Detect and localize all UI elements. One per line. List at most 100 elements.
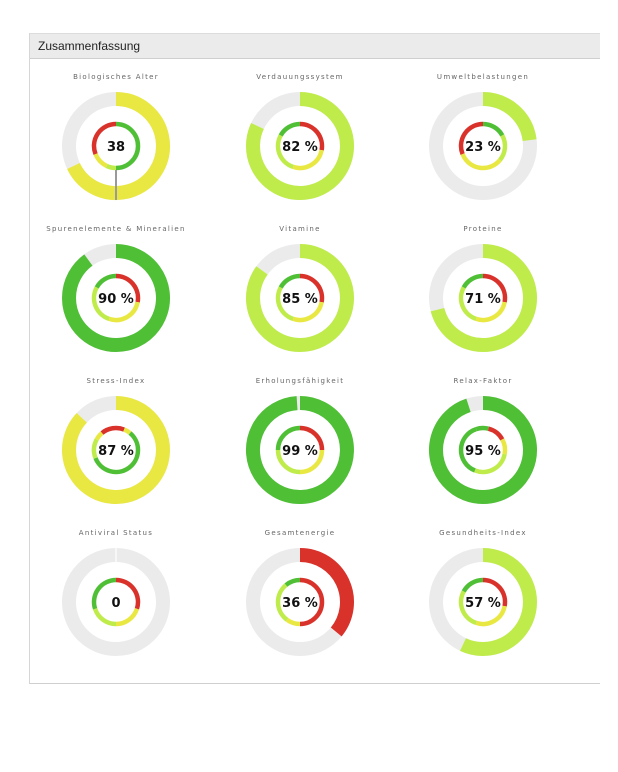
scale-segment-yellow-green	[275, 286, 295, 322]
value-arc	[246, 396, 354, 504]
gauge-umweltbelastungen: Umweltbelastungen 23 %	[393, 59, 573, 209]
gauge-title: Gesamtenergie	[264, 529, 336, 537]
gauge-chart: 85 %	[246, 244, 354, 352]
gauge-value: 99 %	[282, 444, 318, 459]
gauge-value: 0	[111, 596, 120, 611]
scale-segment-green	[278, 273, 301, 289]
scale-segment-green	[275, 425, 301, 451]
scale-segment-green	[461, 577, 484, 593]
gauge-title: Vitamine	[279, 225, 321, 233]
gauge-stress-index: Stress-Index 87 %	[26, 363, 206, 513]
scale-segment-green	[475, 425, 490, 432]
scale-segment-yellow	[292, 149, 324, 171]
scale-segment-yellow	[93, 153, 108, 168]
gauge-biologisches-alter: Biologisches Alter 38	[26, 59, 206, 209]
panel-header: Zusammenfassung	[30, 33, 600, 59]
gauge-value: 36 %	[282, 596, 318, 611]
scale-segment-red	[487, 426, 505, 441]
scale-segment-red	[299, 425, 325, 451]
scale-segment-red	[115, 273, 141, 303]
scale-segment-yellow-green	[275, 449, 301, 475]
scale-segment-red	[115, 577, 141, 610]
scale-segment-red	[91, 121, 117, 155]
scale-segment-green	[284, 577, 301, 587]
gauge-proteine: Proteine 71 %	[393, 211, 573, 361]
scale-segment-yellow	[115, 607, 140, 627]
gauge-title: Verdauungssystem	[256, 73, 344, 81]
scale-segment-red	[299, 273, 325, 303]
scale-segment-red	[482, 273, 508, 303]
gauge-value: 57 %	[465, 596, 501, 611]
scale-segment-red	[482, 577, 508, 607]
gauge-relax-faktor: Relax-Faktor 95 %	[393, 363, 573, 513]
scale-segment-yellow-green	[92, 607, 117, 627]
gauge-value: 90 %	[98, 292, 134, 307]
gauge-chart: 23 %	[429, 92, 537, 200]
gauge-value: 85 %	[282, 292, 318, 307]
gauge-vitamine: Vitamine 85 %	[210, 211, 390, 361]
scale-segment-green	[94, 273, 117, 289]
gauge-title: Gesundheits-Index	[439, 529, 527, 537]
scale-segment-yellow-green	[498, 134, 508, 162]
value-arc	[62, 244, 170, 352]
gauge-title: Spurenelemente & Mineralien	[46, 225, 186, 233]
scale-segment-yellow	[475, 605, 507, 627]
gauge-value: 82 %	[282, 140, 318, 155]
gauge-chart: 99 %	[246, 396, 354, 504]
gauge-value: 71 %	[465, 292, 501, 307]
gauge-chart: 71 %	[429, 244, 537, 352]
scale-segment-yellow	[460, 153, 502, 171]
scale-segment-yellow-green	[105, 163, 117, 171]
scale-segment-yellow-green	[275, 134, 295, 170]
scale-segment-red	[299, 577, 325, 627]
gauge-title: Proteine	[463, 225, 503, 233]
scale-segment-green	[91, 577, 117, 610]
scale-segment-green	[482, 121, 505, 137]
summary-panel: Zusammenfassung Biologisches Alter 38 Verd…	[29, 33, 600, 684]
scale-segment-yellow	[123, 427, 132, 435]
value-arc	[62, 396, 170, 504]
gauge-gesamtenergie: Gesamtenergie 36 %	[210, 515, 390, 665]
value-arc	[430, 244, 537, 352]
gauge-chart: 90 %	[62, 244, 170, 352]
scale-segment-yellow-green	[474, 453, 507, 475]
gauge-value: 23 %	[465, 140, 501, 155]
value-arc	[246, 244, 354, 352]
gauge-title: Stress-Index	[86, 377, 146, 385]
value-arc	[460, 548, 537, 656]
gauge-title: Erholungsfähigkeit	[255, 377, 345, 385]
scale-segment-yellow-green	[458, 286, 478, 322]
gauge-title: Relax-Faktor	[453, 377, 513, 385]
scale-segment-yellow-green	[91, 438, 99, 459]
gauge-chart: 38	[62, 92, 170, 200]
value-arc	[482, 92, 537, 142]
gauge-chart: 57 %	[429, 548, 537, 656]
scale-segment-yellow	[475, 301, 507, 323]
scale-segment-yellow	[108, 301, 140, 323]
gauge-title: Biologisches Alter	[73, 73, 159, 81]
gauge-value: 38	[107, 140, 125, 155]
gauge-title: Antiviral Status	[78, 529, 154, 537]
gauge-chart: 82 %	[246, 92, 354, 200]
gauge-antiviral-status: Antiviral Status 0	[26, 515, 206, 665]
scale-segment-yellow-green	[458, 590, 478, 626]
gauge-verdauungssystem: Verdauungssystem 82 %	[210, 59, 390, 209]
scale-segment-red	[458, 121, 484, 155]
scale-segment-yellow-green	[91, 286, 111, 322]
scale-segment-yellow	[500, 438, 508, 455]
gauge-grid: Biologisches Alter 38 Verdauungssystem 82 %…	[30, 59, 601, 683]
value-arc	[429, 396, 537, 504]
panel-title: Zusammenfassung	[38, 39, 141, 53]
scale-segment-yellow	[94, 431, 104, 441]
gauge-gesundheits-index: Gesundheits-Index 57 %	[393, 515, 573, 665]
scale-segment-yellow-green	[275, 583, 289, 622]
scale-segment-yellow	[299, 449, 325, 475]
scale-segment-red	[100, 425, 125, 435]
value-arc	[67, 92, 170, 200]
scale-segment-green	[461, 273, 484, 289]
scale-segment-yellow	[285, 617, 301, 627]
scale-segment-green	[93, 431, 141, 475]
gauge-chart: 87 %	[62, 396, 170, 504]
value-arc	[299, 548, 354, 637]
gauge-title: Umweltbelastungen	[436, 73, 530, 81]
